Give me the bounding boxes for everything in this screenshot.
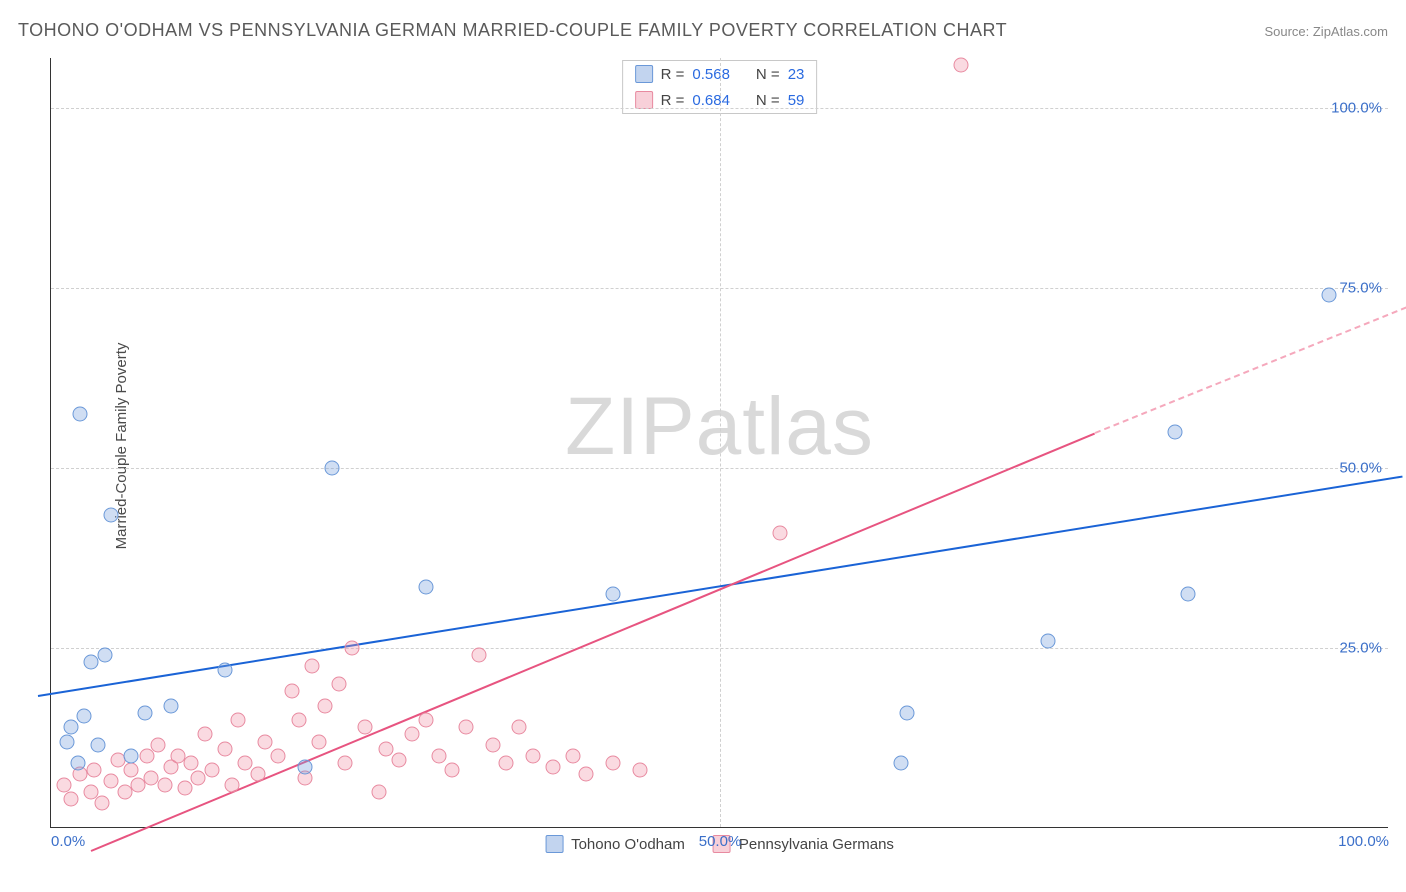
scatter-point-penn-german — [391, 752, 406, 767]
scatter-point-penn-german — [204, 763, 219, 778]
scatter-point-penn-german — [338, 756, 353, 771]
scatter-point-tohono — [605, 587, 620, 602]
scatter-point-penn-german — [157, 777, 172, 792]
scatter-point-penn-german — [311, 734, 326, 749]
scatter-point-penn-german — [525, 749, 540, 764]
scatter-plot-area: ZIPatlas R = 0.568 N = 23 R = 0.684 N = … — [50, 58, 1388, 828]
scatter-point-penn-german — [57, 777, 72, 792]
scatter-point-tohono — [137, 705, 152, 720]
scatter-point-penn-german — [251, 767, 266, 782]
scatter-point-penn-german — [605, 756, 620, 771]
scatter-point-penn-german — [579, 767, 594, 782]
scatter-point-penn-german — [86, 763, 101, 778]
y-tick-label: 25.0% — [1339, 640, 1382, 657]
scatter-point-penn-german — [632, 763, 647, 778]
scatter-point-penn-german — [405, 727, 420, 742]
scatter-point-penn-german — [151, 738, 166, 753]
x-tick-label: 100.0% — [1338, 833, 1389, 850]
scatter-point-penn-german — [472, 648, 487, 663]
scatter-point-tohono — [418, 579, 433, 594]
swatch-tohono-icon — [635, 65, 653, 83]
scatter-point-penn-german — [217, 741, 232, 756]
scatter-point-penn-german — [271, 749, 286, 764]
scatter-point-penn-german — [231, 713, 246, 728]
scatter-point-tohono — [90, 738, 105, 753]
scatter-point-tohono — [1167, 425, 1182, 440]
scatter-point-penn-german — [345, 641, 360, 656]
scatter-point-tohono — [164, 698, 179, 713]
scatter-point-penn-german — [224, 777, 239, 792]
scatter-point-penn-german — [458, 720, 473, 735]
header-bar: TOHONO O'ODHAM VS PENNSYLVANIA GERMAN MA… — [18, 20, 1388, 41]
scatter-point-tohono — [70, 756, 85, 771]
scatter-point-tohono — [64, 720, 79, 735]
scatter-point-penn-german — [104, 774, 119, 789]
x-tick-label: 50.0% — [699, 833, 742, 850]
scatter-point-penn-german — [318, 698, 333, 713]
scatter-point-penn-german — [177, 781, 192, 796]
scatter-point-tohono — [60, 734, 75, 749]
x-tick-label: 0.0% — [51, 833, 85, 850]
scatter-point-penn-german — [258, 734, 273, 749]
scatter-point-penn-german — [94, 795, 109, 810]
scatter-point-penn-german — [304, 659, 319, 674]
scatter-point-penn-german — [238, 756, 253, 771]
scatter-point-tohono — [77, 709, 92, 724]
trendline-penn-german — [91, 432, 1095, 851]
scatter-point-penn-german — [124, 763, 139, 778]
swatch-tohono-icon — [545, 835, 563, 853]
scatter-point-penn-german — [953, 58, 968, 73]
scatter-point-penn-german — [197, 727, 212, 742]
y-tick-label: 75.0% — [1339, 280, 1382, 297]
scatter-point-penn-german — [773, 525, 788, 540]
scatter-point-penn-german — [512, 720, 527, 735]
scatter-point-tohono — [324, 461, 339, 476]
scatter-point-penn-german — [64, 792, 79, 807]
scatter-point-tohono — [1321, 288, 1336, 303]
scatter-point-tohono — [124, 749, 139, 764]
scatter-point-tohono — [900, 705, 915, 720]
scatter-point-penn-german — [485, 738, 500, 753]
scatter-point-penn-german — [331, 677, 346, 692]
scatter-point-penn-german — [284, 684, 299, 699]
scatter-point-tohono — [1181, 587, 1196, 602]
scatter-point-tohono — [217, 662, 232, 677]
scatter-point-penn-german — [358, 720, 373, 735]
scatter-point-tohono — [298, 759, 313, 774]
scatter-point-penn-german — [432, 749, 447, 764]
source-label: Source: ZipAtlas.com — [1264, 24, 1388, 39]
legend-item-tohono: Tohono O'odham — [545, 835, 685, 853]
y-tick-label: 100.0% — [1331, 100, 1382, 117]
scatter-point-tohono — [1040, 633, 1055, 648]
scatter-point-tohono — [893, 756, 908, 771]
scatter-point-tohono — [104, 507, 119, 522]
scatter-point-penn-german — [371, 785, 386, 800]
scatter-point-penn-german — [291, 713, 306, 728]
scatter-point-tohono — [97, 648, 112, 663]
swatch-penn-german-icon — [635, 91, 653, 109]
scatter-point-penn-german — [184, 756, 199, 771]
scatter-point-penn-german — [445, 763, 460, 778]
trendline-penn-german-extrapolated — [1094, 303, 1406, 434]
grid-line-vertical — [720, 58, 721, 827]
scatter-point-penn-german — [498, 756, 513, 771]
y-tick-label: 50.0% — [1339, 460, 1382, 477]
scatter-point-penn-german — [418, 713, 433, 728]
scatter-point-tohono — [73, 407, 88, 422]
scatter-point-penn-german — [565, 749, 580, 764]
chart-title: TOHONO O'ODHAM VS PENNSYLVANIA GERMAN MA… — [18, 20, 1007, 41]
scatter-point-penn-german — [378, 741, 393, 756]
scatter-point-penn-german — [545, 759, 560, 774]
